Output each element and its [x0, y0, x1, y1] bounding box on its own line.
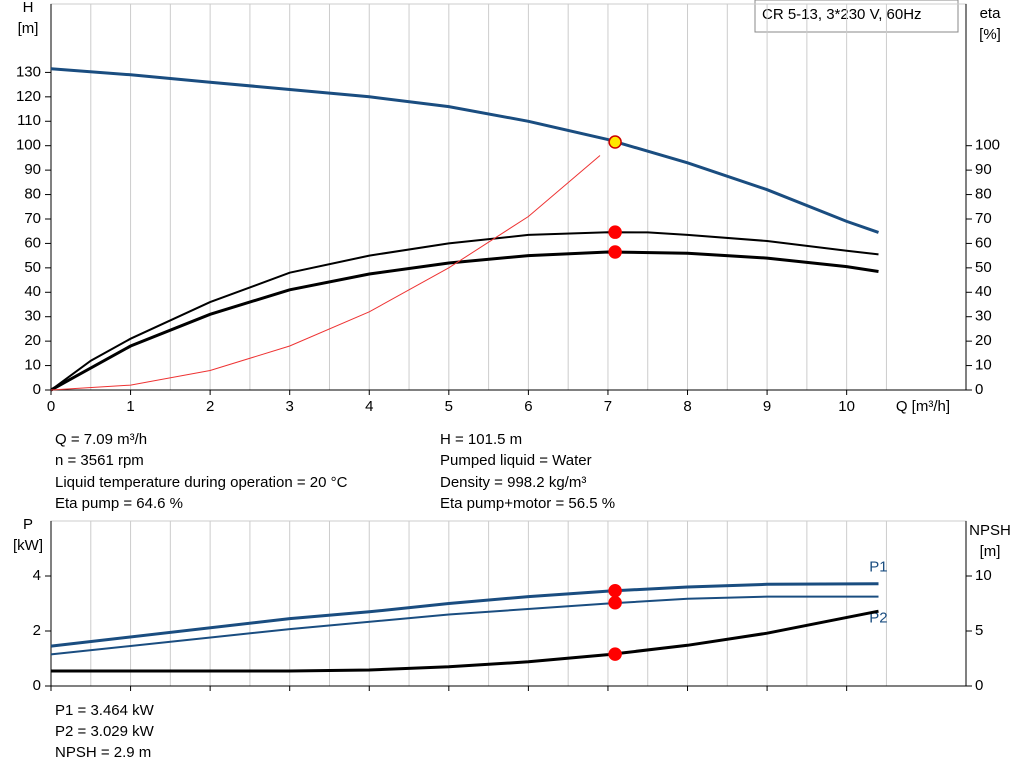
curve: [50, 155, 601, 391]
curve: [50, 231, 879, 391]
curve: [50, 67, 879, 234]
x-tick-label: 1: [126, 398, 134, 415]
x-axis-label: Q [m³/h]: [896, 398, 950, 415]
x-tick-label: 7: [604, 398, 612, 415]
y-tick-label: 30: [24, 308, 41, 325]
curve: [51, 609, 879, 673]
x-tick-label: 5: [445, 398, 453, 415]
operating-point: [608, 245, 622, 259]
info-text: P2 = 3.029 kW: [55, 723, 155, 740]
info-text: Density = 998.2 kg/m³: [440, 474, 586, 491]
y2-axis-label: eta: [980, 5, 1002, 22]
x-tick-label: 3: [286, 398, 294, 415]
chart-title: CR 5-13, 3*230 V, 60Hz: [762, 6, 922, 23]
y2-tick-label: 0: [975, 677, 983, 694]
y-axis-label: P: [23, 516, 33, 533]
y-tick-label: 110: [17, 112, 41, 129]
operating-point: [608, 647, 622, 661]
y2-tick-label: 50: [975, 259, 992, 276]
title-box: [754, 0, 959, 33]
y2-tick-label: 70: [975, 210, 992, 227]
y2-axis-label: [m]: [980, 543, 1001, 560]
operating-point: [608, 135, 622, 149]
y2-tick-label: 90: [975, 161, 992, 178]
y-axis-label: [kW]: [13, 537, 43, 554]
y-tick-label: 100: [16, 137, 41, 154]
y2-tick-label: 100: [975, 137, 1000, 154]
y-tick-label: 2: [33, 622, 41, 639]
x-tick-label: 6: [524, 398, 532, 415]
curve: [50, 250, 879, 392]
y2-tick-label: 20: [975, 332, 992, 349]
y2-axis-label: NPSH: [969, 522, 1011, 539]
y-axis-label: H: [23, 0, 34, 16]
curve: [50, 582, 879, 648]
y-tick-label: 60: [24, 234, 41, 251]
x-tick-label: 8: [683, 398, 691, 415]
y-tick-label: 90: [24, 161, 41, 178]
y2-tick-label: 5: [975, 622, 983, 639]
y2-tick-label: 10: [975, 357, 992, 374]
info-text: NPSH = 2.9 m: [55, 744, 151, 761]
y-tick-label: 10: [24, 357, 41, 374]
x-tick-label: 10: [838, 398, 855, 415]
y-tick-label: 4: [33, 567, 41, 584]
y-tick-label: 40: [24, 283, 41, 300]
info-text: Q = 7.09 m³/h: [55, 431, 147, 448]
y-tick-label: 80: [24, 186, 41, 203]
legend-label: P2: [869, 610, 887, 627]
info-text: Pumped liquid = Water: [440, 452, 592, 469]
operating-point: [608, 595, 622, 610]
y-tick-label: 0: [33, 677, 41, 694]
y2-tick-label: 80: [975, 186, 992, 203]
info-text: P1 = 3.464 kW: [55, 702, 155, 719]
x-tick-label: 4: [365, 398, 373, 415]
curve: [50, 595, 879, 656]
y-axis-label: [m]: [18, 20, 39, 37]
legend-label: P1: [869, 559, 887, 576]
info-text: Eta pump = 64.6 %: [55, 495, 183, 512]
info-text: Eta pump+motor = 56.5 %: [440, 495, 615, 512]
y2-axis-label: [%]: [979, 26, 1001, 43]
info-text: n = 3561 rpm: [55, 452, 144, 469]
y2-tick-label: 40: [975, 283, 992, 300]
x-tick-label: 2: [206, 398, 214, 415]
y2-tick-label: 0: [975, 381, 983, 398]
y2-tick-label: 60: [975, 234, 992, 251]
x-tick-label: 9: [763, 398, 771, 415]
y-tick-label: 130: [16, 63, 41, 80]
info-text: H = 101.5 m: [440, 431, 522, 448]
y-tick-label: 50: [24, 259, 41, 276]
operating-point: [608, 225, 622, 239]
info-text: Liquid temperature during operation = 20…: [55, 474, 348, 491]
y-tick-label: 0: [33, 381, 41, 398]
x-tick-label: 0: [47, 398, 55, 415]
y-tick-label: 20: [24, 332, 41, 349]
y2-tick-label: 10: [975, 567, 992, 584]
y-tick-label: 120: [16, 88, 41, 105]
operating-point: [608, 583, 622, 598]
y2-tick-label: 30: [975, 308, 992, 325]
y-tick-label: 70: [24, 210, 41, 227]
